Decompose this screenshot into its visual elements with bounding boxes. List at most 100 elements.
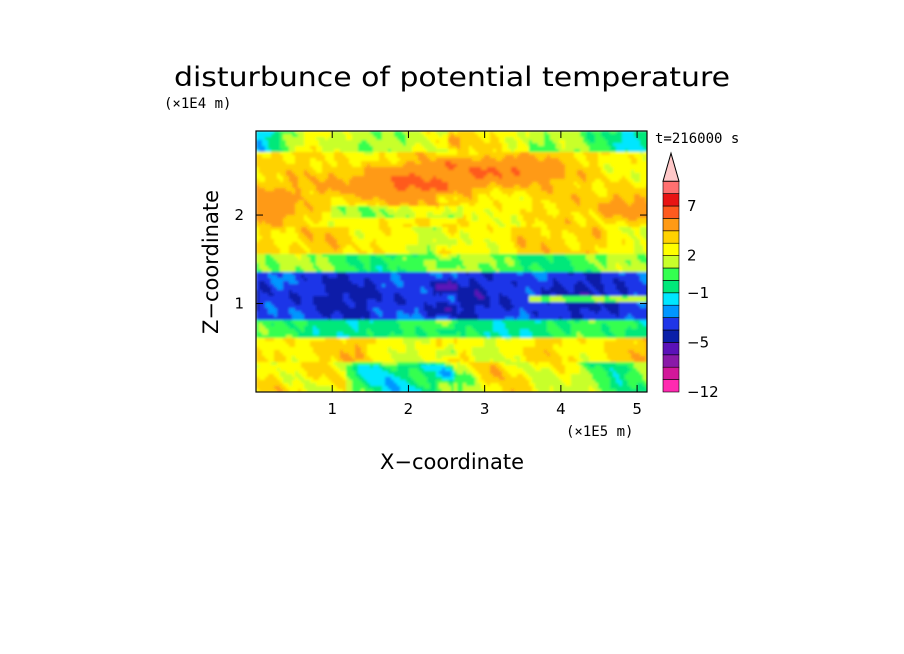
contour-cell — [268, 242, 272, 246]
contour-cell — [508, 188, 512, 192]
contour-cell — [376, 233, 380, 237]
contour-cell — [622, 143, 626, 147]
contour-cell — [385, 242, 389, 246]
contour-cell — [643, 236, 647, 240]
contour-cell — [517, 179, 521, 183]
contour-cell — [343, 185, 347, 189]
contour-cell — [430, 230, 434, 234]
contour-cell — [535, 152, 539, 156]
contour-cell — [307, 236, 311, 240]
contour-cell — [625, 230, 629, 234]
contour-cell — [406, 158, 410, 162]
contour-cell — [538, 149, 542, 153]
contour-cell — [625, 200, 629, 204]
contour-cell — [313, 236, 317, 240]
contour-cell — [385, 134, 389, 138]
contour-cell — [265, 134, 269, 138]
contour-cell — [445, 188, 449, 192]
contour-cell — [556, 197, 560, 201]
contour-cell — [274, 212, 278, 216]
contour-cell — [562, 230, 566, 234]
contour-cell — [541, 200, 545, 204]
contour-cell — [463, 239, 467, 243]
contour-cell — [382, 149, 386, 153]
contour-cell — [283, 188, 287, 192]
contour-cell — [412, 203, 416, 207]
contour-cell — [613, 200, 617, 204]
contour-cell — [355, 191, 359, 195]
contour-cell — [505, 203, 509, 207]
contour-cell — [637, 194, 641, 198]
contour-cell — [523, 209, 527, 213]
contour-cell — [559, 209, 563, 213]
contour-cell — [289, 134, 293, 138]
contour-cell — [535, 194, 539, 198]
contour-cell — [358, 221, 362, 225]
contour-cell — [538, 164, 542, 168]
contour-cell — [616, 197, 620, 201]
contour-cell — [259, 188, 263, 192]
contour-cell — [370, 242, 374, 246]
contour-cell — [274, 227, 278, 231]
contour-cell — [490, 209, 494, 213]
contour-cell — [583, 149, 587, 153]
contour-cell — [472, 197, 476, 201]
contour-cell — [361, 182, 365, 186]
contour-cell — [511, 170, 515, 174]
contour-cell — [532, 227, 536, 231]
contour-cell — [616, 179, 620, 183]
contour-cell — [586, 236, 590, 240]
contour-cell — [358, 242, 362, 246]
contour-cell — [637, 218, 641, 222]
contour-cell — [283, 146, 287, 150]
contour-cell — [544, 236, 548, 240]
contour-cell — [598, 131, 602, 135]
contour-cell — [358, 143, 362, 147]
contour-cell — [337, 182, 341, 186]
contour-cell — [499, 230, 503, 234]
contour-cell — [499, 233, 503, 237]
contour-cell — [523, 170, 527, 174]
contour-cell — [577, 131, 581, 135]
contour-cell — [577, 185, 581, 189]
contour-cell — [340, 158, 344, 162]
contour-cell — [601, 185, 605, 189]
contour-cell — [565, 221, 569, 225]
contour-cell — [619, 221, 623, 225]
contour-cell — [448, 215, 452, 219]
contour-cell — [355, 236, 359, 240]
contour-cell — [619, 164, 623, 168]
contour-cell — [535, 212, 539, 216]
contour-cell — [418, 188, 422, 192]
contour-cell — [598, 239, 602, 243]
contour-cell — [382, 230, 386, 234]
contour-cell — [466, 179, 470, 183]
contour-cell — [391, 224, 395, 228]
contour-cell — [463, 170, 467, 174]
contour-cell — [352, 230, 356, 234]
contour-cell — [499, 164, 503, 168]
contour-cell — [349, 158, 353, 162]
contour-cell — [472, 221, 476, 225]
contour-cell — [613, 203, 617, 207]
contour-cell — [355, 161, 359, 165]
contour-cell — [472, 176, 476, 180]
contour-cell — [643, 209, 647, 213]
contour-cell — [589, 134, 593, 138]
contour-cell — [499, 143, 503, 147]
contour-cell — [394, 143, 398, 147]
contour-cell — [583, 176, 587, 180]
contour-cell — [385, 176, 389, 180]
contour-cell — [298, 239, 302, 243]
contour-cell — [478, 203, 482, 207]
contour-cell — [265, 170, 269, 174]
contour-cell — [637, 164, 641, 168]
contour-cell — [550, 203, 554, 207]
contour-cell — [616, 176, 620, 180]
contour-cell — [385, 224, 389, 228]
contour-cell — [427, 188, 431, 192]
contour-cell — [304, 209, 308, 213]
contour-cell — [346, 137, 350, 141]
contour-cell — [277, 149, 281, 153]
contour-cell — [394, 131, 398, 135]
